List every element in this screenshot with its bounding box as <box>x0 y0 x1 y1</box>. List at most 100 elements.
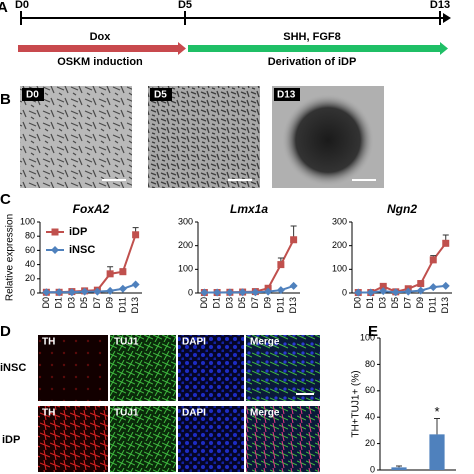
y-axis-label: TH+TUJ1+ (%) <box>351 370 362 437</box>
y-tick-label: 200 <box>178 240 193 250</box>
legend-label: iNSC <box>69 244 95 256</box>
marker <box>404 287 413 296</box>
y-tick-label: 100 <box>332 264 347 274</box>
micrograph <box>110 406 176 472</box>
y-tick-label: 200 <box>332 240 347 250</box>
legend-marker <box>51 228 59 236</box>
channel-label: TUJ1 <box>114 337 139 348</box>
stage-arrow <box>188 42 448 55</box>
marker <box>118 284 127 293</box>
marker <box>417 280 425 288</box>
y-tick-label: 0 <box>188 287 193 297</box>
marker <box>225 288 234 297</box>
marker <box>93 287 102 296</box>
error-bar <box>396 465 402 468</box>
x-tick-label: D3 <box>224 297 234 309</box>
marker <box>442 239 450 247</box>
x-tick-label: D5 <box>390 297 400 309</box>
marker <box>106 270 114 278</box>
marker <box>379 282 387 290</box>
marker <box>277 261 285 269</box>
marker <box>213 288 222 297</box>
significance: * <box>434 404 439 419</box>
x-tick-label: D7 <box>92 297 102 309</box>
image-label: D13 <box>277 90 296 101</box>
marker <box>238 288 247 297</box>
timeline-arrowhead <box>443 13 451 23</box>
stage-label: Dox <box>90 31 112 43</box>
panel-label: B <box>0 91 11 108</box>
marker <box>251 288 260 297</box>
y-tick-label: 20 <box>365 438 375 448</box>
panel-label: C <box>0 191 11 208</box>
marker <box>429 256 437 264</box>
y-tick-label: 40 <box>365 412 375 422</box>
x-tick-label: D11 <box>275 297 285 313</box>
x-tick-label: D9 <box>105 297 115 309</box>
x-tick-label: D1 <box>212 297 222 309</box>
x-tick-label: D7 <box>250 297 260 309</box>
x-tick-label: D3 <box>66 297 76 309</box>
sphere <box>282 94 374 186</box>
image-label: D0 <box>26 90 39 101</box>
channel-label: TH <box>42 408 55 419</box>
marker <box>55 288 64 297</box>
x-tick-label: D0 <box>41 297 51 309</box>
y-tick-label: 60 <box>25 245 35 255</box>
micrograph <box>148 86 260 188</box>
marker <box>106 286 115 295</box>
panel-label: D <box>0 323 11 340</box>
y-tick-label: 80 <box>25 231 35 241</box>
stage-label: SHH, FGF8 <box>283 31 340 43</box>
y-tick-label: 40 <box>25 259 35 269</box>
x-tick-label: D11 <box>428 297 438 313</box>
micrograph <box>110 335 176 401</box>
marker <box>264 287 273 296</box>
image-label: D5 <box>154 90 167 101</box>
y-tick-label: 0 <box>342 287 347 297</box>
y-tick-label: 300 <box>178 216 193 226</box>
y-tick-label: 100 <box>178 264 193 274</box>
x-tick-label: D11 <box>117 297 127 313</box>
channel-labels: TH TUJ1 DAPI Merge TH TUJ1 DAPI Merge <box>42 337 280 419</box>
image-tag <box>274 88 300 101</box>
channel-label: TH <box>42 337 55 348</box>
x-tick-label: D0 <box>353 297 363 309</box>
y-tick-label: 60 <box>365 385 375 395</box>
marker <box>416 286 425 295</box>
image-tag <box>150 88 172 101</box>
micrograph <box>38 406 108 472</box>
micrograph <box>178 406 244 472</box>
chart-title: Ngn2 <box>387 202 417 216</box>
marker <box>391 288 400 297</box>
x-tick-label: D9 <box>263 297 273 309</box>
marker <box>366 288 375 297</box>
chart-title: Lmx1a <box>230 202 268 216</box>
marker <box>354 288 363 297</box>
timeline-day: D13 <box>430 0 450 11</box>
row-label: iDP <box>2 434 20 446</box>
marker <box>379 287 388 296</box>
marker <box>289 281 298 290</box>
x-tick-label: D13 <box>288 297 298 314</box>
y-axis-label: Relative expression <box>5 214 16 301</box>
stage-label: OSKM induction <box>57 56 143 68</box>
y-tick-label: 0 <box>370 464 375 474</box>
marker <box>276 286 285 295</box>
bar <box>429 434 445 470</box>
marker <box>429 283 438 292</box>
legend-label: iDP <box>69 226 87 238</box>
x-tick-label: D7 <box>403 297 413 309</box>
x-tick-label: D5 <box>79 297 89 309</box>
x-tick-label: D1 <box>54 297 64 309</box>
x-tick-label: D5 <box>237 297 247 309</box>
marker <box>132 231 140 239</box>
micrograph <box>20 86 132 188</box>
marker <box>131 280 140 289</box>
stage-label: Derivation of iDP <box>268 56 357 68</box>
marker <box>119 268 127 276</box>
y-tick-label: 80 <box>365 359 375 369</box>
y-tick-label: 0 <box>30 287 35 297</box>
timeline-day: D0 <box>15 0 29 11</box>
